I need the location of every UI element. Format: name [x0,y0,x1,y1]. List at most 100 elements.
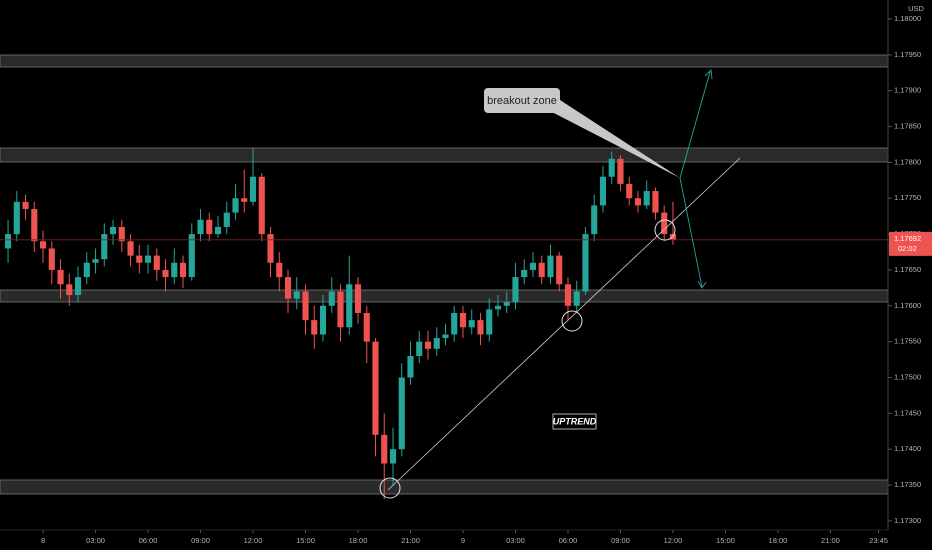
x-tick-label: 09:00 [611,536,630,545]
candle-body [381,434,388,464]
candle-body [591,205,598,235]
candle-body [599,176,607,206]
candle-body [162,269,169,278]
candle-body [223,212,230,227]
last-price-label: 1.17692 [894,234,921,243]
candle-body [92,259,99,263]
candle-body [101,234,108,260]
tag-box [552,413,597,430]
candle-body [547,255,554,278]
candle-body [74,277,82,296]
candle-body [171,262,178,278]
y-tick-label: 1.17500 [894,372,921,381]
candle-body [267,234,274,263]
callout-pointer [548,100,680,178]
candle-body [258,176,265,235]
y-tick-label: 1.17800 [894,157,921,166]
y-tick-label: 1.17950 [894,50,921,59]
tag-text: UPTREND [553,416,597,426]
drawings: breakout zone UPTREND [379,69,741,499]
y-tick-label: 1.17400 [894,444,921,453]
y-tick-label: 1.17300 [894,516,921,525]
candle-body [564,284,572,306]
candle-body [284,277,292,299]
candle-body [83,262,90,278]
candle-body [626,183,633,199]
y-tick-label: 1.17600 [894,301,921,310]
candle-body [363,312,370,342]
candle-body [617,158,624,184]
arrow-head [697,280,707,289]
candle-body [521,269,528,278]
candle-body [188,234,195,278]
candle-body [608,158,615,177]
candle-body [39,241,47,249]
candle-body [22,201,29,210]
candle-body [398,377,405,450]
callout-box [484,88,560,113]
candle-body [48,248,55,270]
candle-body [389,449,397,464]
arrow-head [704,69,713,80]
x-tick-label: 23:45 [869,536,888,545]
y-tick-label: 1.17850 [894,122,921,131]
candle-body [66,284,73,296]
x-tick-label: 8 [41,536,45,545]
candle-body [459,312,467,328]
x-tick-label: 06:00 [139,536,158,545]
candle-body [346,284,353,328]
candle-body [634,198,642,206]
x-tick-label: 15:00 [296,536,315,545]
candle-body [136,255,143,263]
candle-body [206,219,213,235]
plot [0,148,888,500]
x-tick-label: 12:00 [664,536,683,545]
candle-body [433,338,440,349]
y-tick-label: 1.17650 [894,265,921,274]
x-tick-label: 06:00 [559,536,578,545]
candle-body [319,305,327,335]
candle-body [477,320,484,335]
candle-body [661,212,668,235]
candle-body [538,262,545,278]
y-tick-label: 1.18000 [894,14,921,23]
zones [0,54,889,495]
candle-body [573,291,580,306]
candle-body [372,341,379,435]
candle-body [468,320,475,328]
y-tick-label: 1.17750 [894,193,921,202]
arrow-down [679,177,703,288]
candle-body [529,262,537,270]
candle-body [118,226,125,242]
candle-body [13,201,20,235]
y-tick-label: 1.17450 [894,408,921,417]
x-tick-label: 12:00 [244,536,263,545]
trendline [387,157,741,491]
x-tick-label: 15:00 [716,536,735,545]
candle-body [57,269,64,285]
y-tick-label: 1.17350 [894,480,921,489]
x-tick-label: 18:00 [349,536,368,545]
arrow-up [679,71,711,179]
candle-body [669,234,677,240]
candle-body [328,291,335,306]
resistance-zone [0,54,889,68]
candle-body [337,291,344,328]
y-tick-label: 1.17900 [894,86,921,95]
candle-body [214,226,222,235]
x-tick-label: 09:00 [191,536,210,545]
candle-body [407,355,414,378]
candle-body [652,191,659,213]
candle-body [179,262,187,278]
candle-body [311,320,318,335]
x-tick-label: 9 [461,536,465,545]
candle-body [556,255,563,285]
candle-body [512,277,519,303]
x-tick-label: 03:00 [86,536,105,545]
support-zone [0,289,889,303]
resistance-zone [0,147,889,163]
candle-body [442,334,449,339]
callout-text: breakout zone [487,95,557,107]
